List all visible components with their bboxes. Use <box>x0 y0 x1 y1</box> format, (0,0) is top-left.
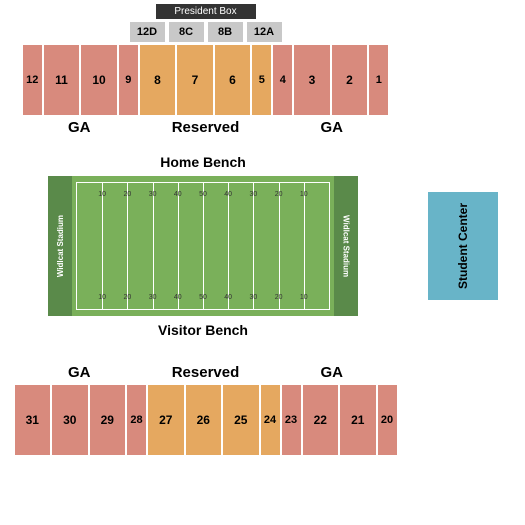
label-reserved-s: Reserved <box>172 364 240 381</box>
section-3[interactable]: 3 <box>294 45 330 115</box>
north-sections: 121110987654321 <box>8 45 403 115</box>
student-center[interactable]: Student Center <box>428 192 498 300</box>
section-29[interactable]: 29 <box>90 385 126 455</box>
visitor-bench-label: Visitor Bench <box>8 322 398 338</box>
box-seat-12D[interactable]: 12D <box>130 22 165 42</box>
section-25[interactable]: 25 <box>223 385 259 455</box>
section-30[interactable]: 30 <box>52 385 88 455</box>
label-ga-left-s: GA <box>68 364 91 381</box>
north-labels: GA Reserved GA <box>8 119 403 136</box>
section-21[interactable]: 21 <box>340 385 376 455</box>
box-seat-8C[interactable]: 8C <box>169 22 204 42</box>
field-playing-surface: 101020203030404050504040303020201010 <box>76 182 330 310</box>
section-20[interactable]: 20 <box>378 385 397 455</box>
section-2[interactable]: 2 <box>332 45 368 115</box>
section-24[interactable]: 24 <box>261 385 280 455</box>
field-area: Widlcat Stadium Widlcat Stadium 10102020… <box>48 176 517 316</box>
south-sections: 313029282726252423222120 <box>8 385 403 455</box>
box-seat-12A[interactable]: 12A <box>247 22 282 42</box>
section-27[interactable]: 27 <box>148 385 184 455</box>
section-26[interactable]: 26 <box>186 385 222 455</box>
label-ga-right: GA <box>320 119 343 136</box>
section-10[interactable]: 10 <box>81 45 117 115</box>
label-ga-left: GA <box>68 119 91 136</box>
section-28[interactable]: 28 <box>127 385 146 455</box>
section-6[interactable]: 6 <box>215 45 251 115</box>
endzone-left: Widlcat Stadium <box>48 176 72 316</box>
section-23[interactable]: 23 <box>282 385 301 455</box>
section-8[interactable]: 8 <box>140 45 176 115</box>
section-7[interactable]: 7 <box>177 45 213 115</box>
football-field: Widlcat Stadium Widlcat Stadium 10102020… <box>48 176 358 316</box>
section-31[interactable]: 31 <box>15 385 51 455</box>
label-reserved: Reserved <box>172 119 240 136</box>
section-5[interactable]: 5 <box>252 45 271 115</box>
section-9[interactable]: 9 <box>119 45 138 115</box>
box-seats-row: 12D8C8B12A <box>8 22 403 42</box>
section-12[interactable]: 12 <box>23 45 42 115</box>
section-1[interactable]: 1 <box>369 45 388 115</box>
box-seat-8B[interactable]: 8B <box>208 22 243 42</box>
seating-chart: President Box 12D8C8B12A 121110987654321… <box>0 0 525 459</box>
label-ga-right-s: GA <box>320 364 343 381</box>
south-labels: GA Reserved GA <box>8 364 403 381</box>
president-box[interactable]: President Box <box>156 4 256 19</box>
section-22[interactable]: 22 <box>303 385 339 455</box>
section-11[interactable]: 11 <box>44 45 80 115</box>
endzone-right: Widlcat Stadium <box>334 176 358 316</box>
home-bench-label: Home Bench <box>8 154 398 170</box>
section-4[interactable]: 4 <box>273 45 292 115</box>
